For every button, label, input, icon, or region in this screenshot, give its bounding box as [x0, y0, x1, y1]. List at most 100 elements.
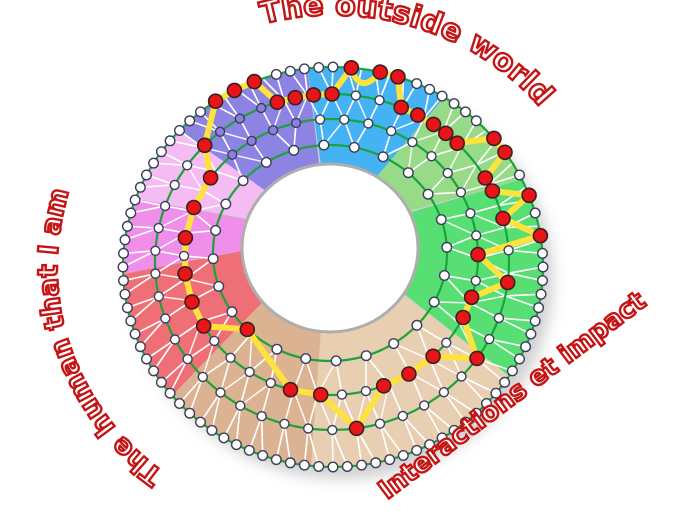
wheel-node[interactable]	[426, 150, 437, 162]
wheel-node[interactable]	[313, 62, 325, 74]
wheel-node[interactable]	[436, 432, 448, 444]
wheel-node[interactable]	[470, 275, 481, 286]
path-node[interactable]	[372, 64, 389, 80]
path-node[interactable]	[269, 94, 286, 110]
path-node[interactable]	[343, 60, 360, 76]
wheel-node[interactable]	[265, 377, 276, 389]
wheel-node[interactable]	[499, 376, 511, 388]
path-node[interactable]	[195, 318, 212, 334]
wheel-node[interactable]	[537, 261, 549, 273]
wheel-node[interactable]	[290, 117, 302, 129]
wheel-node[interactable]	[119, 234, 131, 246]
wheel-node[interactable]	[514, 169, 526, 181]
wheel-node[interactable]	[153, 291, 165, 302]
wheel-node[interactable]	[148, 157, 160, 169]
wheel-node[interactable]	[535, 288, 547, 300]
path-node[interactable]	[521, 187, 537, 204]
wheel-node[interactable]	[363, 118, 374, 129]
wheel-node[interactable]	[514, 353, 526, 365]
path-node[interactable]	[305, 87, 322, 103]
wheel-node[interactable]	[117, 247, 129, 259]
wheel-node[interactable]	[411, 444, 423, 456]
wheel-node[interactable]	[411, 78, 423, 90]
wheel-node[interactable]	[194, 106, 206, 118]
wheel-node[interactable]	[164, 387, 176, 399]
wheel-node[interactable]	[360, 385, 372, 397]
wheel-node[interactable]	[117, 275, 129, 287]
path-node[interactable]	[495, 210, 511, 227]
wheel-node[interactable]	[397, 410, 408, 422]
path-node[interactable]	[449, 135, 466, 151]
wheel-node[interactable]	[411, 319, 423, 331]
wheel-node[interactable]	[356, 459, 368, 471]
wheel-node[interactable]	[303, 423, 314, 434]
wheel-node[interactable]	[339, 114, 350, 125]
path-node[interactable]	[409, 107, 426, 123]
wheel-node[interactable]	[155, 146, 167, 158]
wheel-node[interactable]	[386, 125, 397, 137]
wheel-node[interactable]	[525, 328, 537, 340]
wheel-node[interactable]	[438, 387, 450, 398]
wheel-node[interactable]	[503, 245, 514, 256]
wheel-node[interactable]	[184, 115, 196, 127]
path-node[interactable]	[532, 227, 549, 244]
wheel-node[interactable]	[117, 261, 129, 273]
path-node[interactable]	[437, 125, 454, 142]
wheel-node[interactable]	[470, 407, 482, 419]
wheel-node[interactable]	[182, 353, 193, 365]
wheel-node[interactable]	[237, 175, 249, 187]
wheel-node[interactable]	[493, 312, 505, 324]
wheel-node[interactable]	[441, 241, 453, 253]
wheel-node[interactable]	[288, 144, 300, 156]
path-node[interactable]	[455, 309, 471, 326]
wheel-node[interactable]	[210, 224, 222, 236]
path-node[interactable]	[499, 274, 516, 291]
wheel-node[interactable]	[490, 387, 502, 399]
wheel-node[interactable]	[256, 411, 267, 422]
path-node[interactable]	[390, 69, 406, 85]
wheel-node[interactable]	[529, 207, 541, 219]
wheel-node[interactable]	[267, 124, 279, 136]
wheel-node[interactable]	[377, 151, 389, 163]
wheel-node[interactable]	[330, 355, 342, 367]
wheel-node[interactable]	[374, 94, 385, 106]
wheel-node[interactable]	[169, 334, 181, 345]
wheel-node[interactable]	[327, 61, 339, 73]
path-node[interactable]	[477, 170, 494, 186]
wheel-node[interactable]	[155, 376, 167, 388]
wheel-node[interactable]	[173, 398, 185, 410]
wheel-node[interactable]	[164, 135, 176, 147]
path-node[interactable]	[425, 116, 442, 133]
wheel-node[interactable]	[284, 65, 296, 77]
wheel-node[interactable]	[419, 400, 430, 411]
wheel-node[interactable]	[374, 418, 386, 429]
wheel-node[interactable]	[438, 270, 450, 282]
wheel-node[interactable]	[318, 139, 330, 151]
wheel-node[interactable]	[234, 113, 246, 124]
path-node[interactable]	[324, 86, 340, 102]
wheel-node[interactable]	[388, 338, 400, 350]
wheel-node[interactable]	[257, 450, 269, 462]
path-node[interactable]	[287, 89, 304, 106]
wheel-node[interactable]	[314, 114, 326, 125]
path-node[interactable]	[312, 386, 329, 403]
wheel-node[interactable]	[150, 268, 161, 279]
wheel-node[interactable]	[327, 461, 339, 473]
wheel-node[interactable]	[435, 214, 447, 226]
path-node[interactable]	[401, 366, 417, 382]
path-node[interactable]	[393, 99, 410, 116]
wheel-node[interactable]	[140, 353, 152, 365]
wheel-node[interactable]	[341, 461, 353, 473]
wheel-node[interactable]	[173, 124, 185, 136]
path-node[interactable]	[469, 350, 485, 367]
wheel-node[interactable]	[271, 343, 283, 355]
wheel-node[interactable]	[215, 387, 226, 398]
wheel-node[interactable]	[225, 352, 236, 363]
path-node[interactable]	[463, 289, 480, 306]
wheel-node[interactable]	[470, 115, 482, 127]
wheel-node[interactable]	[134, 181, 146, 193]
wheel-node[interactable]	[153, 222, 164, 234]
path-node[interactable]	[348, 420, 365, 437]
wheel-node[interactable]	[298, 459, 310, 471]
wheel-node[interactable]	[313, 461, 325, 473]
